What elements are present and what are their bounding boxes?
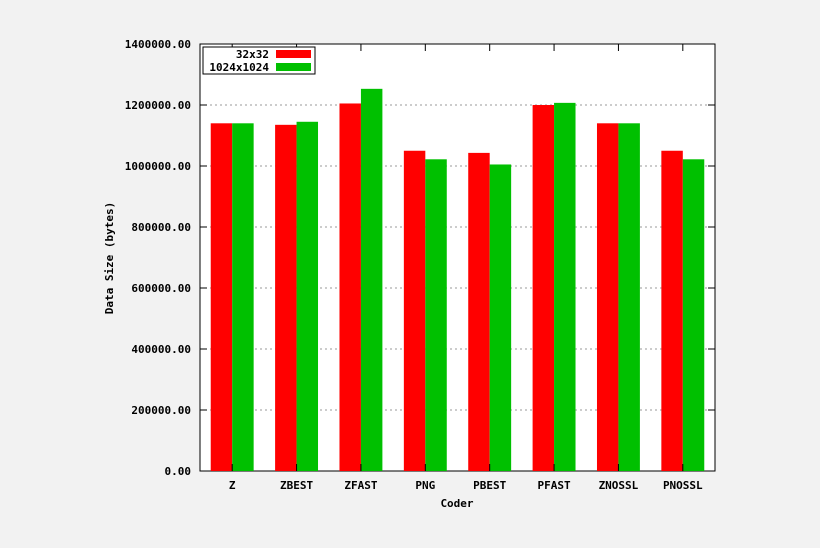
bar-zbest-1024x1024 — [296, 121, 319, 472]
legend-label-32x32: 32x32 — [236, 48, 269, 61]
x-axis: Z ZBEST ZFAST PNG PBEST PFAST ZNOSSL PNOSSL — [229, 44, 703, 492]
bar-zbest-32x32 — [275, 124, 297, 471]
bar-pbest-1024x1024 — [489, 164, 512, 471]
bar-pnossl-1024x1024 — [682, 159, 705, 472]
x-tick-label: ZBEST — [280, 479, 313, 492]
y-tick-label: 400000.00 — [131, 343, 191, 356]
y-tick-label: 0.00 — [165, 465, 192, 478]
y-tick-label: 1000000.00 — [125, 160, 191, 173]
x-tick-label: Z — [229, 479, 236, 492]
bar-znossl-32x32 — [596, 123, 619, 472]
x-axis-label: Coder — [440, 497, 473, 510]
legend-label-1024x1024: 1024x1024 — [209, 61, 269, 74]
bar-png-32x32 — [403, 150, 426, 471]
bar-zfast-32x32 — [339, 103, 361, 471]
x-tick-label: ZNOSSL — [599, 479, 639, 492]
y-tick-label: 600000.00 — [131, 282, 191, 295]
x-tick-label: PNG — [415, 479, 435, 492]
bar-png-1024x1024 — [425, 159, 447, 472]
y-tick-label: 800000.00 — [131, 221, 191, 234]
x-tick-label: PBEST — [473, 479, 506, 492]
bar-pbest-32x32 — [468, 152, 490, 471]
legend-swatch-1024x1024 — [276, 63, 311, 71]
bar-z-1024x1024 — [232, 123, 254, 472]
bar-zfast-1024x1024 — [360, 88, 383, 472]
x-tick-label: PNOSSL — [663, 479, 703, 492]
y-tick-label: 1200000.00 — [125, 99, 191, 112]
bar-znossl-1024x1024 — [618, 123, 640, 472]
y-axis: 0.00 200000.00 400000.00 600000.00 800000.00… — [125, 38, 715, 478]
bar-pnossl-32x32 — [661, 150, 683, 471]
bar-pfast-32x32 — [532, 105, 555, 471]
x-tick-label: ZFAST — [344, 479, 377, 492]
x-tick-label: PFAST — [538, 479, 571, 492]
y-tick-label: 200000.00 — [131, 404, 191, 417]
bars — [210, 88, 705, 472]
y-axis-label: Data Size (bytes) — [103, 202, 116, 315]
y-tick-label: 1400000.00 — [125, 38, 191, 51]
bar-pfast-1024x1024 — [554, 102, 576, 472]
bar-z-32x32 — [210, 123, 233, 472]
legend-swatch-32x32 — [276, 50, 311, 58]
